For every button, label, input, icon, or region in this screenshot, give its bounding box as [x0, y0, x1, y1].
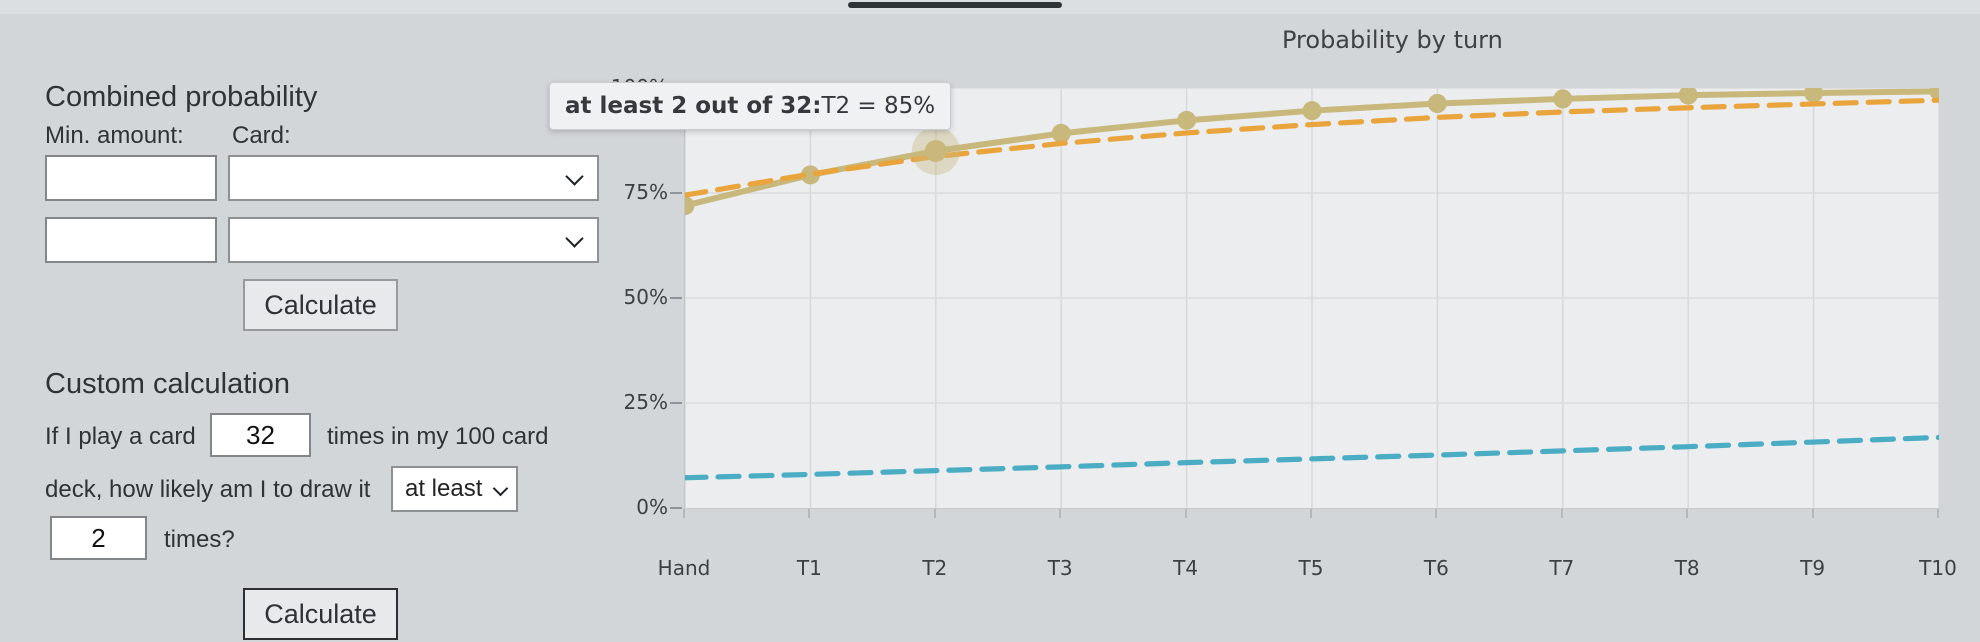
custom-calculation-heading: Custom calculation — [45, 368, 290, 400]
card-select-1[interactable] — [228, 155, 599, 201]
series-line-orange-dashed — [685, 97, 1939, 198]
data-point-marker — [1427, 94, 1447, 114]
min-amount-input-1[interactable] — [45, 155, 217, 201]
data-point-marker — [685, 196, 695, 216]
custom-text-after-amount: times? — [164, 526, 235, 553]
custom-text-line2: deck, how likely am I to draw it — [45, 476, 371, 503]
chevron-down-icon — [565, 167, 584, 186]
draw-amount-input[interactable] — [50, 516, 147, 560]
data-point-marker — [1804, 88, 1824, 103]
card-count-input[interactable] — [210, 413, 311, 457]
custom-calculate-button[interactable]: Calculate — [243, 588, 398, 640]
min-amount-input-2[interactable] — [45, 217, 217, 263]
custom-text-after-count: times in my 100 card — [327, 423, 549, 450]
active-tab-indicator[interactable] — [848, 2, 1062, 8]
comparator-select[interactable]: at least — [391, 466, 518, 512]
comparator-select-value: at least — [405, 475, 483, 502]
combined-probability-heading: Combined probability — [45, 81, 318, 113]
top-tab-bar — [0, 0, 1980, 14]
data-point-marker — [1302, 101, 1322, 121]
card-label: Card: — [232, 122, 291, 149]
data-point-marker — [1553, 89, 1573, 109]
data-point-highlight[interactable] — [924, 140, 947, 162]
custom-text-before-count: If I play a card — [45, 423, 196, 450]
data-point-marker — [1678, 88, 1698, 105]
plot-area[interactable] — [684, 88, 1939, 509]
chevron-down-icon — [492, 480, 509, 497]
data-point-marker — [1051, 123, 1071, 143]
chevron-down-icon — [565, 229, 584, 248]
combined-calculate-button[interactable]: Calculate — [243, 279, 398, 331]
chart-series-svg — [685, 88, 1939, 508]
min-amount-label: Min. amount: — [45, 122, 184, 149]
series-line-blue-dashed — [685, 434, 1939, 481]
data-point-marker — [1177, 110, 1197, 130]
data-point-marker — [800, 165, 820, 185]
data-point-marker — [1929, 88, 1939, 101]
card-select-2[interactable] — [228, 217, 599, 263]
